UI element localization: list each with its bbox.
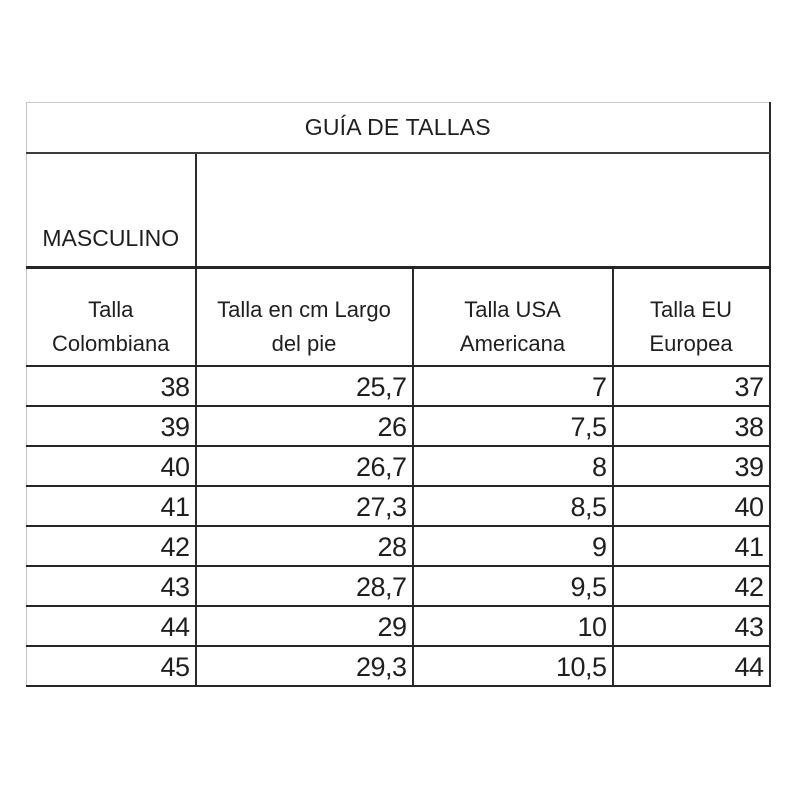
cell-talla-cm: 29 [194, 604, 414, 647]
cell-talla-cm: 27,3 [194, 484, 414, 527]
cell-talla-colombiana: 42 [26, 524, 197, 567]
cell-talla-usa: 8 [411, 444, 614, 487]
cell-talla-usa: 8,5 [411, 484, 614, 527]
table-row: 40 26,7 8 39 [26, 444, 771, 487]
cell-talla-usa: 9 [411, 524, 614, 567]
cell-talla-colombiana: 44 [26, 604, 197, 647]
section-label-masculino: MASCULINO [26, 151, 197, 269]
cell-talla-cm: 26,7 [194, 444, 414, 487]
title-row: GUÍA DE TALLAS [25, 102, 771, 154]
column-header-talla-eu: Talla EU Europea [611, 266, 771, 367]
cell-talla-colombiana: 38 [26, 364, 197, 407]
cell-talla-eu: 42 [611, 564, 771, 607]
cell-talla-usa: 10,5 [411, 644, 614, 687]
cell-talla-cm: 28,7 [194, 564, 414, 607]
header-line: del pie [271, 330, 337, 356]
table-row: 39 26 7,5 38 [26, 404, 771, 447]
cell-talla-usa: 7,5 [411, 404, 614, 447]
cell-talla-usa: 10 [411, 604, 614, 647]
column-header-talla-usa: Talla USA Americana [411, 266, 614, 367]
size-guide-table: GUÍA DE TALLAS MASCULINO Talla Colombian… [25, 102, 771, 687]
column-header-talla-colombiana: Talla Colombiana [26, 266, 197, 367]
cell-talla-cm: 26 [194, 404, 414, 447]
header-line: Europea [649, 330, 733, 356]
table-row: 43 28,7 9,5 42 [26, 564, 771, 607]
cell-talla-eu: 41 [611, 524, 771, 567]
table-row: 42 28 9 41 [26, 524, 771, 567]
cell-talla-colombiana: 45 [26, 644, 197, 687]
header-line: Talla [88, 296, 134, 322]
cell-talla-eu: 38 [611, 404, 771, 447]
cell-talla-cm: 29,3 [194, 644, 414, 687]
cell-talla-eu: 37 [611, 364, 771, 407]
size-guide-sheet: GUÍA DE TALLAS MASCULINO Talla Colombian… [25, 102, 771, 687]
cell-talla-eu: 40 [611, 484, 771, 527]
header-line: Talla en cm Largo [217, 296, 391, 322]
cell-talla-colombiana: 39 [26, 404, 197, 447]
header-line: Talla EU [650, 296, 732, 322]
cell-talla-colombiana: 43 [26, 564, 197, 607]
header-line: Talla USA [464, 296, 561, 322]
table-row: 41 27,3 8,5 40 [26, 484, 771, 527]
table-title: GUÍA DE TALLAS [25, 102, 771, 154]
column-header-talla-cm: Talla en cm Largo del pie [194, 266, 414, 367]
cell-talla-colombiana: 41 [26, 484, 197, 527]
header-line: Americana [459, 330, 566, 356]
cell-talla-eu: 39 [611, 444, 771, 487]
section-row: MASCULINO [26, 151, 771, 269]
header-line: Colombiana [52, 330, 170, 356]
table-row: 44 29 10 43 [26, 604, 771, 647]
cell-talla-eu: 43 [611, 604, 771, 647]
cell-talla-usa: 7 [411, 364, 614, 407]
cell-talla-cm: 25,7 [194, 364, 414, 407]
table-row: 45 29,3 10,5 44 [26, 644, 771, 687]
cell-talla-cm: 28 [194, 524, 414, 567]
table-row: 38 25,7 7 37 [26, 364, 771, 407]
header-row: Talla Colombiana Talla en cm Largo del p… [26, 266, 771, 367]
section-empty-cell [194, 151, 771, 269]
cell-talla-colombiana: 40 [26, 444, 197, 487]
cell-talla-usa: 9,5 [411, 564, 614, 607]
cell-talla-eu: 44 [611, 644, 771, 687]
